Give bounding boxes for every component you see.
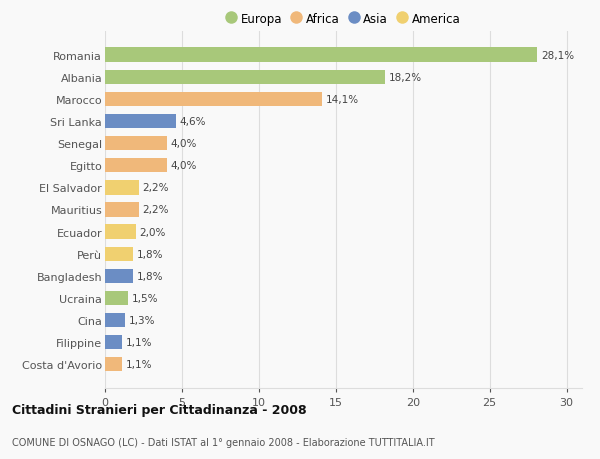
Bar [105, 291, 128, 305]
Text: 14,1%: 14,1% [326, 95, 359, 105]
Text: 1,8%: 1,8% [137, 249, 163, 259]
Text: 28,1%: 28,1% [541, 50, 574, 61]
Text: 1,3%: 1,3% [129, 315, 155, 325]
Text: Cittadini Stranieri per Cittadinanza - 2008: Cittadini Stranieri per Cittadinanza - 2… [12, 403, 307, 416]
Text: 18,2%: 18,2% [389, 73, 422, 83]
Bar [105, 358, 122, 372]
Bar [105, 269, 133, 283]
Text: 4,6%: 4,6% [179, 117, 206, 127]
Bar [105, 203, 139, 217]
Text: 1,5%: 1,5% [132, 293, 158, 303]
Bar [105, 225, 136, 239]
Bar [105, 48, 538, 62]
Text: 1,8%: 1,8% [137, 271, 163, 281]
Bar [105, 115, 176, 129]
Bar [105, 92, 322, 107]
Bar [105, 137, 167, 151]
Text: 2,2%: 2,2% [143, 183, 169, 193]
Bar [105, 70, 385, 85]
Bar [105, 335, 122, 350]
Text: 4,0%: 4,0% [170, 161, 197, 171]
Legend: Europa, Africa, Asia, America: Europa, Africa, Asia, America [223, 10, 464, 29]
Bar [105, 181, 139, 195]
Text: 2,2%: 2,2% [143, 205, 169, 215]
Bar [105, 159, 167, 173]
Bar [105, 313, 125, 328]
Bar [105, 247, 133, 261]
Text: 1,1%: 1,1% [126, 337, 152, 347]
Text: 1,1%: 1,1% [126, 359, 152, 369]
Text: 4,0%: 4,0% [170, 139, 197, 149]
Text: COMUNE DI OSNAGO (LC) - Dati ISTAT al 1° gennaio 2008 - Elaborazione TUTTITALIA.: COMUNE DI OSNAGO (LC) - Dati ISTAT al 1°… [12, 437, 434, 447]
Text: 2,0%: 2,0% [140, 227, 166, 237]
